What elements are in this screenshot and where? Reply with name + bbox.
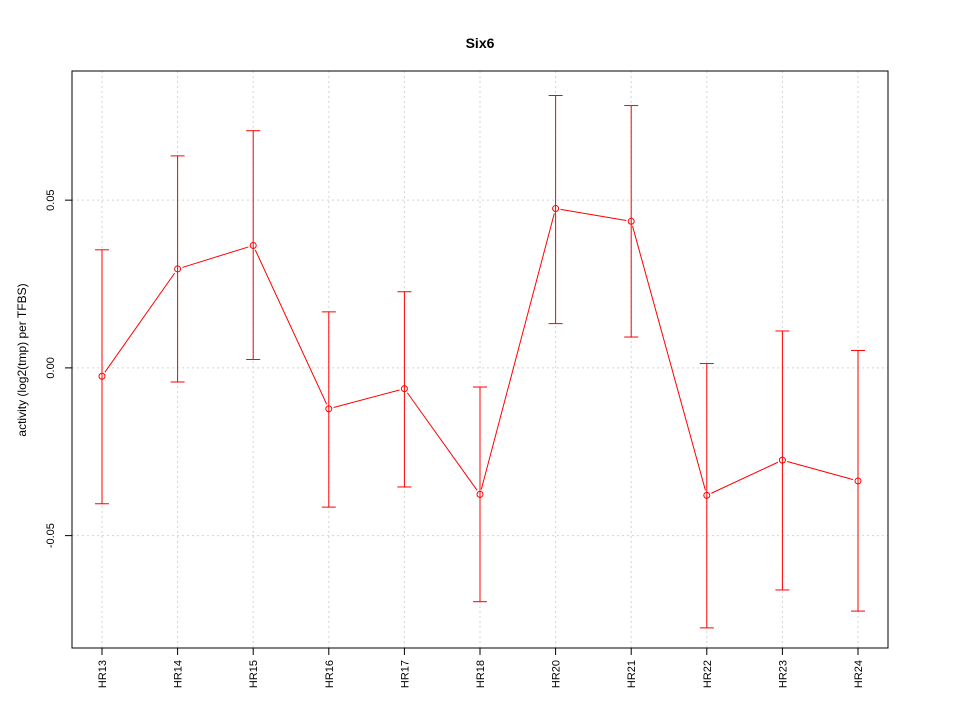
series-line-segment (333, 389, 400, 409)
series-line-segment (711, 461, 779, 494)
y-tick-label: 0.05 (45, 189, 57, 210)
data-point (703, 491, 711, 499)
data-point (627, 217, 635, 225)
x-tick-label: HR22 (702, 660, 714, 688)
series-line-segment (560, 208, 627, 221)
data-point (552, 205, 560, 213)
series-line-segment (254, 249, 328, 405)
y-tick-label: 0.00 (45, 357, 57, 378)
series-line-segment (480, 213, 555, 490)
axis-layer: HR13 HR14 HR15 HR16 HR17 HR18 HR20 HR21 HR22 HR23… (45, 189, 865, 688)
data-point (400, 385, 408, 393)
x-tick-label: HR20 (551, 660, 563, 688)
x-tick-label: HR13 (97, 660, 109, 688)
series-line-segment (632, 225, 706, 491)
data-point (174, 265, 182, 273)
x-tick-label: HR17 (399, 660, 411, 688)
data-point (476, 490, 484, 498)
x-tick-label: HR15 (248, 660, 260, 688)
x-tick-label: HR14 (173, 660, 185, 688)
y-tick-label: -0.05 (45, 523, 57, 548)
grid-layer (72, 71, 888, 648)
series-line-segment (182, 246, 249, 268)
series-line-segment (104, 272, 176, 373)
x-tick-label: HR21 (626, 660, 638, 688)
data-point (778, 456, 786, 464)
x-tick-label: HR16 (324, 660, 336, 688)
x-tick-label: HR24 (853, 660, 865, 688)
data-point (325, 405, 333, 413)
series-layer (95, 94, 865, 629)
series-line-segment (406, 392, 478, 491)
data-point (854, 477, 862, 485)
x-tick-label: HR23 (777, 660, 789, 688)
x-tick-label: HR18 (475, 660, 487, 688)
series-line-segment (787, 460, 854, 481)
data-point (98, 372, 106, 380)
y-axis-label: activity (log2(tmp) per TFBS) (15, 283, 29, 436)
data-point (249, 241, 257, 249)
chart-title: Six6 (466, 35, 495, 51)
